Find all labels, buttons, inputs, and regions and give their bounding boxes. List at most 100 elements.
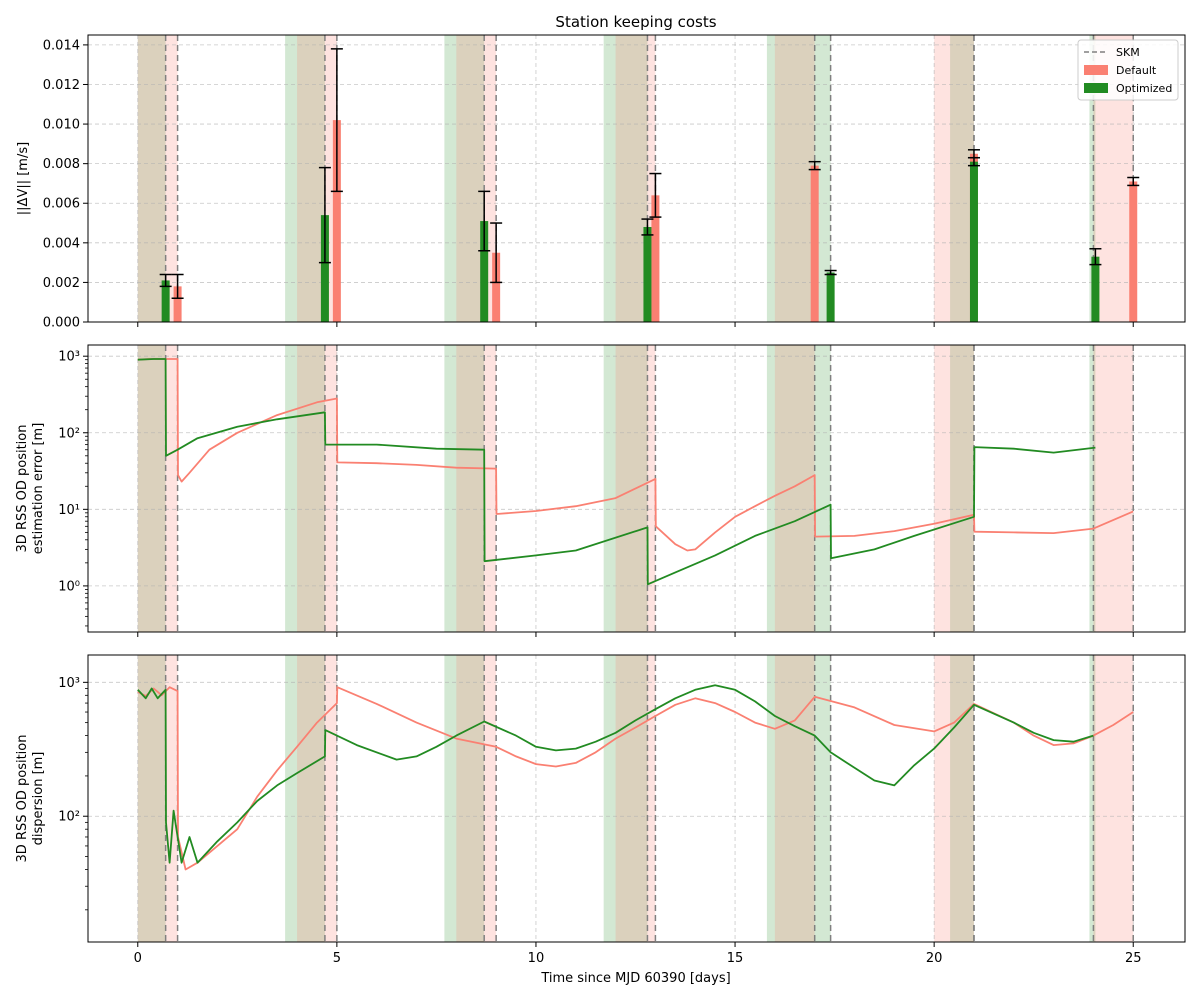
x-tick-label: 25 <box>1125 951 1142 966</box>
tracking-window-optimized <box>137 655 166 942</box>
y-tick-label: 0.010 <box>43 118 80 133</box>
tracking-window-optimized <box>444 345 485 632</box>
panel-1: 0.000 0.002 0.004 0.006 0.008 0.010 0.012 0.014… <box>16 34 1186 331</box>
plot-area <box>88 655 1185 942</box>
panels: 0.000 0.002 0.004 0.006 0.008 0.010 0.012 0.014… <box>15 34 1186 966</box>
tracking-window-optimized <box>603 345 648 632</box>
plot-area <box>88 35 1185 322</box>
x-axis-label: Time since MJD 60390 [days] <box>540 971 730 986</box>
y-axis-label-line: 3D RSS OD position <box>15 735 30 863</box>
y-axis-label-line: 3D RSS OD position <box>15 425 30 553</box>
legend-swatch <box>1084 65 1108 75</box>
tracking-window-default <box>137 655 178 942</box>
y-axis-label-line: ||ΔV|| [m/s] <box>16 142 31 215</box>
tracking-window-default <box>934 345 974 632</box>
bar-optimized <box>1091 256 1100 322</box>
tracking-window-optimized <box>285 35 325 322</box>
y-tick-label: 10³ <box>58 350 80 365</box>
legend-entry: Default <box>1116 64 1157 77</box>
y-tick-label: 10² <box>58 426 80 441</box>
line-optimized <box>137 684 1094 864</box>
legend: SKM Default Optimized <box>1077 39 1179 101</box>
tracking-window-optimized <box>444 655 485 942</box>
y-tick-label: 10³ <box>58 676 80 691</box>
y-axis-label: 3D RSS OD positiondispersion [m] <box>15 735 46 863</box>
bar-default <box>492 252 501 322</box>
tracking-window-default <box>774 35 815 322</box>
axes-frame <box>87 34 1186 323</box>
y-tick-label: 0.004 <box>43 236 80 251</box>
tracking-window-optimized <box>766 345 831 632</box>
tracking-window-optimized <box>766 655 831 942</box>
tracking-window-default <box>934 35 974 322</box>
bar-optimized <box>826 272 835 322</box>
legend-entry: Optimized <box>1116 82 1172 95</box>
y-axis-label-line: estimation error [m] <box>31 423 46 555</box>
bar-optimized <box>969 161 978 322</box>
tracking-window-optimized <box>603 35 648 322</box>
tracking-window-optimized <box>1089 345 1096 632</box>
tracking-window-default <box>456 655 497 942</box>
tracking-window-optimized <box>444 35 485 322</box>
x-tick-label: 0 <box>134 951 142 966</box>
x-tick-label: 5 <box>333 951 341 966</box>
y-tick-label: 10² <box>58 810 80 825</box>
y-axis-label-line: dispersion [m] <box>31 752 46 846</box>
panel-3: 10² 10³ 0 5 10 15 20 25 3D RSS OD positiondisper… <box>15 654 1186 966</box>
tracking-window-optimized <box>766 35 831 322</box>
y-tick-label: 0.012 <box>43 78 80 93</box>
bar-default <box>651 195 660 322</box>
x-tick-label: 15 <box>727 951 744 966</box>
y-tick-label: 0.002 <box>43 276 80 291</box>
chart-title: Station keeping costs <box>555 13 716 31</box>
tracking-window-default <box>456 35 497 322</box>
bar-optimized <box>161 280 170 322</box>
tracking-window-default <box>297 655 337 942</box>
y-tick-label: 10⁰ <box>58 579 80 594</box>
tracking-window-optimized <box>1089 35 1096 322</box>
tracking-window-default <box>1093 345 1134 632</box>
tracking-window-default <box>615 655 656 942</box>
tracking-window-default <box>137 35 178 322</box>
axes-frame <box>87 654 1186 943</box>
line-default <box>137 358 1134 552</box>
bar-optimized <box>643 226 652 322</box>
legend-entry: SKM <box>1116 46 1140 59</box>
tracking-window-default <box>934 655 974 942</box>
tracking-window-optimized <box>603 655 648 942</box>
y-tick-label: 10¹ <box>58 503 80 518</box>
tracking-window-default <box>137 345 178 632</box>
tracking-window-optimized <box>1089 655 1096 942</box>
tracking-window-optimized <box>285 345 325 632</box>
y-tick-label: 0.008 <box>43 157 80 172</box>
y-tick-label: 0.006 <box>43 197 80 212</box>
tracking-window-optimized <box>285 655 325 942</box>
bar-default <box>332 120 341 322</box>
tracking-window-default <box>456 345 497 632</box>
bar-optimized <box>320 215 329 322</box>
plot-area <box>88 345 1185 632</box>
tracking-window-default <box>774 345 815 632</box>
tracking-window-default <box>774 655 815 942</box>
bar-default <box>173 286 182 322</box>
tracking-window-optimized <box>137 345 166 632</box>
line-optimized <box>137 358 1096 586</box>
tracking-window-optimized <box>950 345 974 632</box>
tracking-window-optimized <box>950 35 974 322</box>
bar-default <box>1129 181 1138 322</box>
y-tick-label: 0.000 <box>43 316 80 331</box>
legend-swatch <box>1084 83 1108 93</box>
tracking-window-default <box>1093 655 1134 942</box>
x-tick-label: 10 <box>528 951 545 966</box>
bar-optimized <box>480 221 489 322</box>
tracking-window-default <box>297 35 337 322</box>
tracking-window-default <box>297 345 337 632</box>
x-tick-label: 20 <box>926 951 943 966</box>
y-tick-label: 0.014 <box>43 38 80 53</box>
y-axis-label: 3D RSS OD positionestimation error [m] <box>15 423 46 555</box>
y-axis-label: ||ΔV|| [m/s] <box>16 142 31 215</box>
axes-frame <box>87 344 1186 633</box>
panel-2: 10⁰ 10¹ 10² 10³ 3D RSS OD positionestimation… <box>15 344 1186 637</box>
tracking-window-optimized <box>950 655 974 942</box>
